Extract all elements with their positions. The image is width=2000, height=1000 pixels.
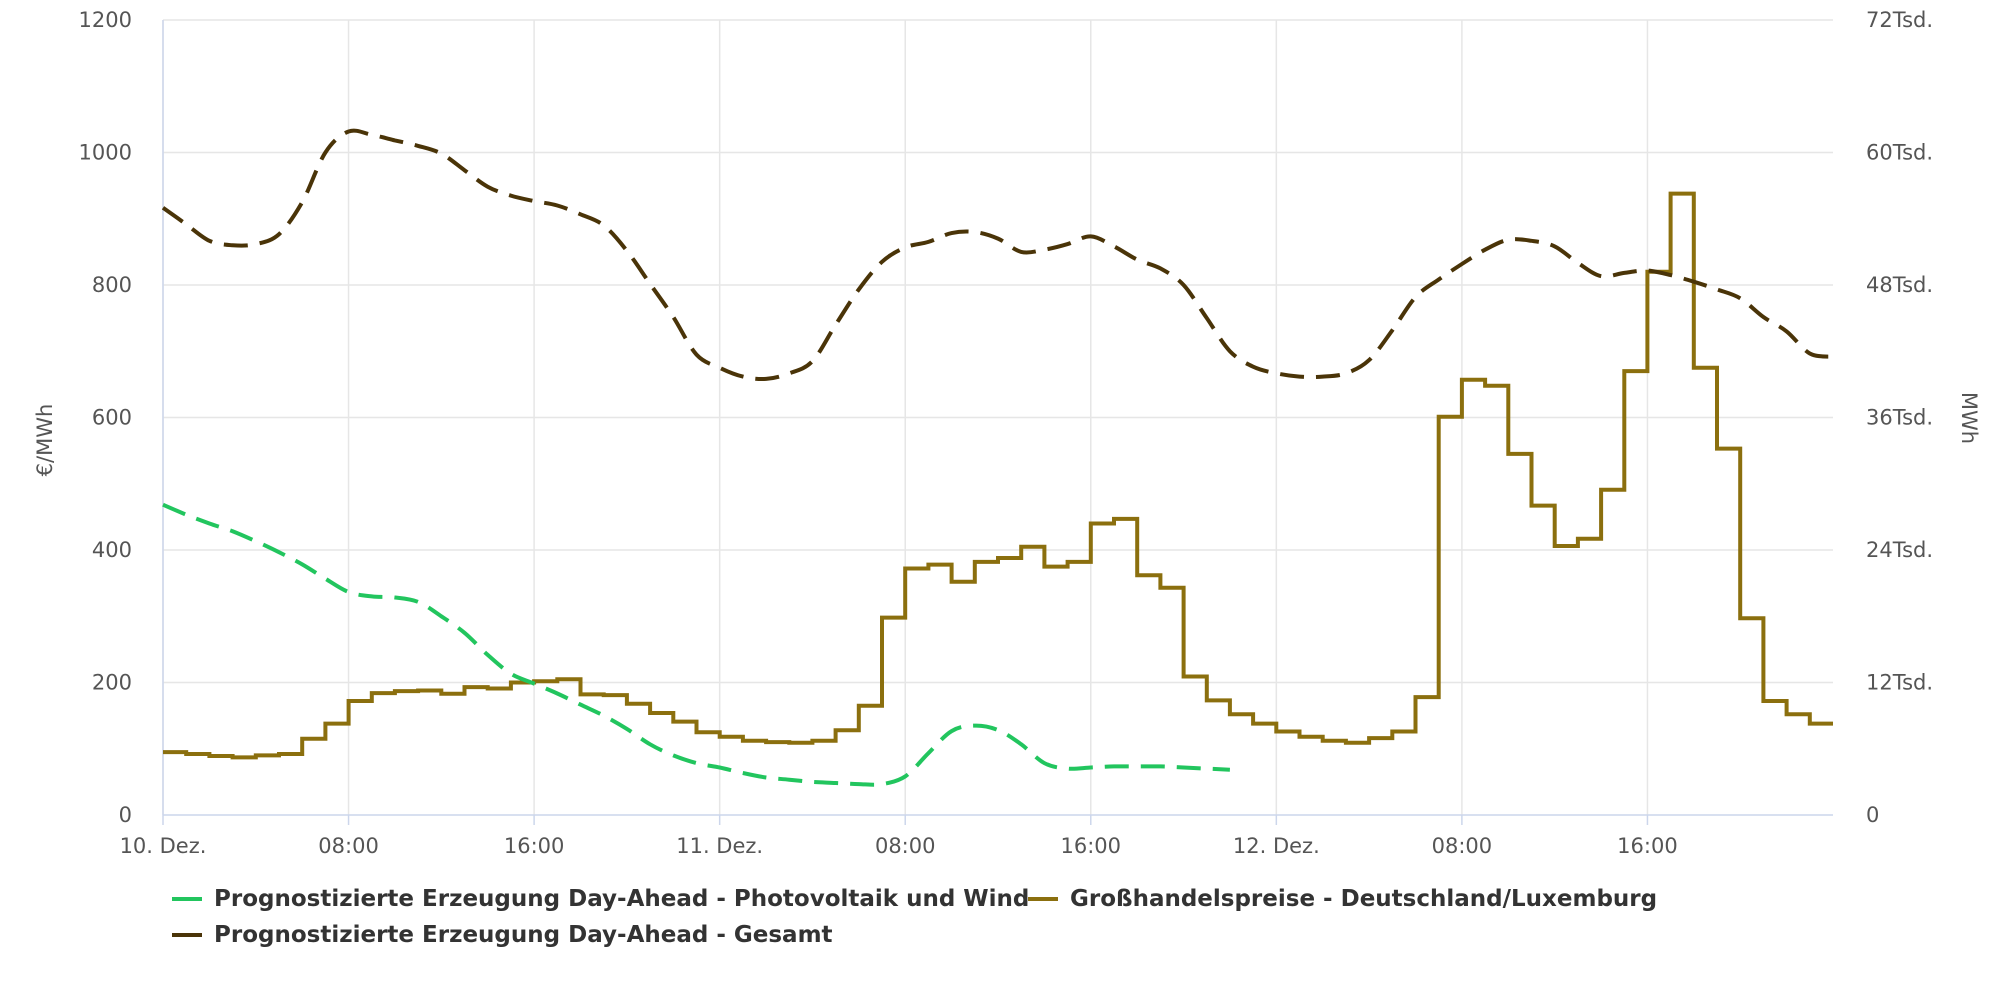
legend-label-pv-wind: Prognostizierte Erzeugung Day-Ahead - Ph… bbox=[214, 886, 1030, 912]
x-tick-label: 16:00 bbox=[1617, 834, 1678, 858]
label-layer: 0 0 200 12Tsd. 400 24Tsd. 600 36Tsd. 800 48Tsd. 10… bbox=[79, 8, 1933, 858]
x-tick-label: 16:00 bbox=[504, 834, 565, 858]
x-tick-label: 16:00 bbox=[1061, 834, 1122, 858]
legend-item-price[interactable]: Großhandelspreise - Deutschland/Luxembur… bbox=[1028, 886, 1657, 912]
y-left-tick-label: 0 bbox=[119, 803, 132, 827]
legend-swatch-price bbox=[1028, 897, 1058, 901]
y-left-tick-label: 1200 bbox=[79, 8, 132, 32]
y-right-tick-label: 72Tsd. bbox=[1866, 8, 1933, 32]
y-left-tick-label: 200 bbox=[92, 671, 132, 695]
legend-label-price: Großhandelspreise - Deutschland/Luxembur… bbox=[1070, 886, 1658, 912]
x-tick-label: 08:00 bbox=[1432, 834, 1493, 858]
y-left-tick-label: 400 bbox=[92, 538, 132, 562]
y-left-tick-label: 1000 bbox=[79, 141, 132, 165]
grid-layer bbox=[162, 19, 1833, 815]
x-tick-label: 12. Dez. bbox=[1233, 834, 1320, 858]
total-series-line bbox=[161, 128, 1834, 382]
x-tick-label: 10. Dez. bbox=[120, 834, 207, 858]
legend-item-pv-wind[interactable]: Prognostizierte Erzeugung Day-Ahead - Ph… bbox=[172, 886, 1029, 912]
x-tick-label: 08:00 bbox=[318, 834, 379, 858]
x-tick-label: 11. Dez. bbox=[676, 834, 763, 858]
y-right-tick-label: 60Tsd. bbox=[1866, 141, 1933, 165]
legend-item-total[interactable]: Prognostizierte Erzeugung Day-Ahead - Ge… bbox=[172, 922, 833, 948]
y-left-tick-label: 600 bbox=[92, 406, 132, 430]
y-right-axis-title: MWh bbox=[1957, 392, 1981, 444]
legend-swatch-pv-wind bbox=[172, 897, 202, 901]
y-left-tick-label: 800 bbox=[92, 273, 132, 297]
legend-swatch-total bbox=[172, 933, 202, 937]
y-right-tick-label: 12Tsd. bbox=[1866, 671, 1933, 695]
legend-label-total: Prognostizierte Erzeugung Day-Ahead - Ge… bbox=[214, 922, 833, 948]
series-layer bbox=[161, 128, 1834, 787]
y-right-tick-label: 48Tsd. bbox=[1866, 273, 1933, 297]
y-right-tick-label: 0 bbox=[1866, 803, 1879, 827]
axis-layer bbox=[162, 20, 1833, 825]
price-series-line bbox=[163, 191, 1833, 760]
y-right-tick-label: 24Tsd. bbox=[1866, 538, 1933, 562]
x-tick-label: 08:00 bbox=[875, 834, 936, 858]
y-right-tick-label: 36Tsd. bbox=[1866, 406, 1933, 430]
y-left-axis-title: €/MWh bbox=[33, 404, 57, 477]
pv-wind-series-line bbox=[162, 502, 1231, 787]
